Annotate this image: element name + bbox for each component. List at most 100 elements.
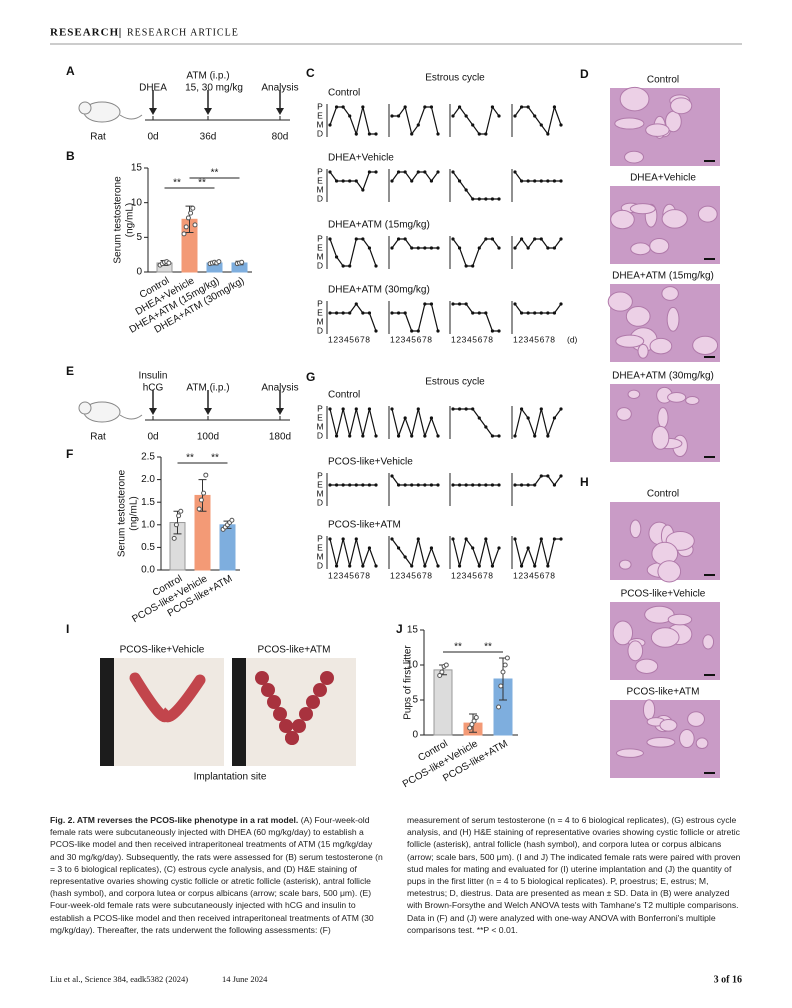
estrous-line [330,302,377,332]
stage-label: P [317,298,323,308]
event-label: DHEA [139,83,167,94]
significance-label: ** [186,453,194,464]
y-tick-label: 5 [412,695,418,706]
estrous-point [367,546,372,550]
ruler [100,658,114,766]
data-point [216,259,222,265]
y-tick-label: 1.0 [141,519,155,530]
data-point [473,715,479,720]
estrous-point [559,123,563,127]
histology-detail [629,203,656,215]
estrous-point [546,132,550,136]
day-label: 36d [200,132,217,143]
estrous-line [391,408,439,439]
data-point [467,725,473,731]
estrous-point [546,179,550,183]
histology-detail [702,634,715,650]
estrous-point [341,483,345,487]
y-tick-label: 5 [136,232,142,243]
stage-label: E [317,542,323,552]
implantation-site [267,695,281,709]
estrous-point [526,416,530,420]
histology-detail [692,335,719,355]
histology-detail [685,395,700,405]
estrous-point [328,123,332,127]
histology-detail [614,117,645,130]
estrous-point [334,311,339,315]
estrous-point [464,537,468,541]
estrous-point [497,546,501,550]
estrous-point [546,564,550,568]
significance-label: ** [198,178,206,189]
estrous-point [410,246,414,250]
estrous-point [464,483,468,487]
histology-detail [630,242,651,256]
data-point [183,224,189,230]
estrous-point [451,407,455,411]
estrous-point [423,483,427,487]
event-label: Analysis [261,83,298,94]
stage-label: M [316,316,323,326]
citation: Liu et al., Science 384, eadk5382 (2024) [50,974,188,984]
estrous-point [416,329,420,333]
estrous-point [354,483,358,487]
histology-detail [649,337,673,355]
estrous-point [457,246,462,250]
estrous-point [533,311,537,315]
estrous-point [328,170,332,174]
estrous-line [452,537,500,569]
estrous-point [484,537,488,541]
estrous-point [390,246,394,250]
stage-label: M [316,488,323,498]
image-title: DHEA+Vehicle [630,173,696,184]
histology-detail [624,150,644,164]
estrous-point [552,537,557,541]
estrous-point [546,311,550,315]
estrous-point [423,246,427,250]
y-tick-label: 2.0 [141,474,155,485]
y-axis-label: Serum testosterone [117,469,128,557]
panel-letter: D [580,67,589,81]
estrous-point [490,329,495,333]
estrous-point [410,483,414,487]
estrous-point [539,311,543,315]
image-title: PCOS-like+Vehicle [621,589,706,600]
histology-detail [649,237,670,254]
ruler [232,658,246,766]
histology-detail [667,613,693,626]
estrous-point [348,483,352,487]
data-point [171,535,177,541]
estrous-point [471,123,475,127]
day-unit: (d) [567,334,578,344]
estrous-point [513,302,517,306]
data-point [176,513,182,519]
estrous-point [361,434,365,438]
estrous-point [423,564,427,568]
bar [433,669,453,736]
estrous-point [539,537,543,541]
estrous-point [533,237,537,241]
estrous-point [429,416,434,420]
day-axis-label: 12345678 [328,570,371,580]
estrous-point [519,407,524,411]
estrous-point [429,302,434,306]
animal-label: Rat [90,432,106,443]
y-tick-label: 0.5 [141,542,155,553]
image-title: PCOS-like+ATM [258,645,331,656]
histology-detail [615,748,644,758]
y-tick-label: 10 [131,197,143,208]
histology-detail [657,560,682,583]
estrous-point [552,311,557,315]
data-point [166,260,172,266]
estrous-point [477,564,481,568]
stage-label: D [317,325,323,335]
stage-label: P [317,166,323,176]
estrous-point [396,311,401,315]
estrous-point [464,302,468,306]
estrous-point [390,474,394,478]
estrous-point [361,237,365,241]
day-axis-label: 12345678 [390,570,433,580]
estrous-point [539,237,543,241]
estrous-point [361,105,365,109]
data-point [498,683,504,689]
